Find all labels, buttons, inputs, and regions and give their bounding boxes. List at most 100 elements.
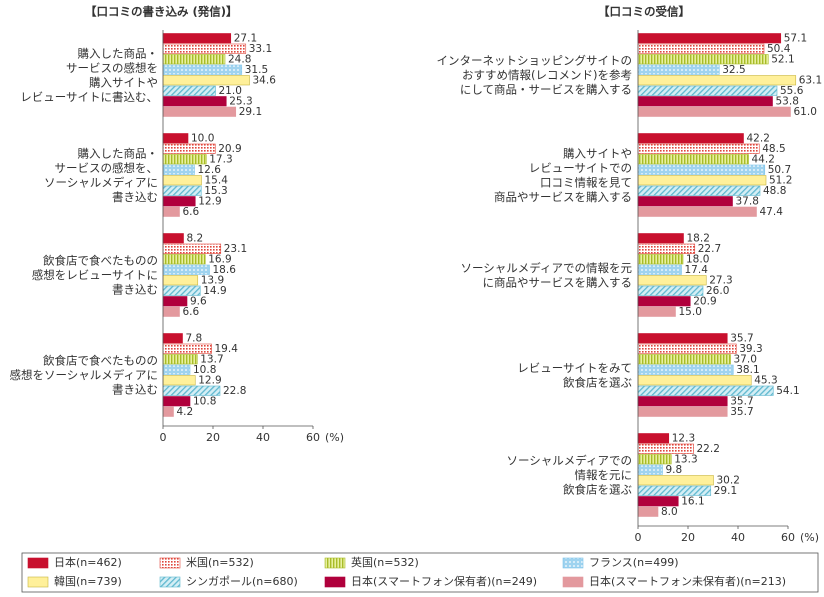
x-tick-label: 60 <box>306 431 320 444</box>
bar <box>637 364 734 375</box>
bar <box>637 196 733 207</box>
category-label: 飲食店で食べたものの感想をレビューサイトに書き込む <box>32 253 158 296</box>
bar <box>162 406 174 417</box>
bar <box>637 206 757 217</box>
category-line: レビューサイトをみて <box>517 360 632 374</box>
bar <box>637 75 797 86</box>
bar <box>162 175 202 186</box>
bar <box>637 164 766 175</box>
legend-label: 米国(n=532) <box>186 556 254 569</box>
category-line: 飲食店で食べたものの <box>43 253 158 267</box>
bar <box>637 343 737 354</box>
legend-swatch <box>159 557 181 569</box>
bar <box>162 333 183 344</box>
bar <box>637 243 696 254</box>
bar <box>637 106 791 117</box>
axis-unit: (%) <box>800 531 819 544</box>
bar <box>637 175 767 186</box>
data-label: 51.2 <box>769 174 792 186</box>
data-label: 33.1 <box>249 43 272 55</box>
category-line: にして商品・サービスを購入する <box>460 82 632 96</box>
legend-swatch <box>562 557 584 569</box>
category-line: ソーシャルメディアでの <box>507 453 632 467</box>
category-line: 商品やサービスを購入する <box>494 189 632 203</box>
bar <box>162 85 216 96</box>
category-line: サービスの感想を、 <box>55 160 159 174</box>
legend-swatch <box>324 557 346 569</box>
data-label: 20.9 <box>693 295 716 307</box>
bar <box>637 433 670 444</box>
data-label: 10.8 <box>193 364 216 376</box>
data-label: 8.2 <box>187 232 204 244</box>
legend-box <box>21 552 819 593</box>
bar <box>162 133 189 144</box>
bar <box>162 75 250 86</box>
bar <box>162 254 206 265</box>
category-line: 書き込む <box>112 382 158 396</box>
x-tick-label: 0 <box>160 431 167 444</box>
bar <box>637 185 761 196</box>
data-label: 17.4 <box>685 264 709 276</box>
chart-title: 【口コミの受信】 <box>598 5 690 19</box>
data-label: 16.9 <box>208 253 231 265</box>
x-tick-label: 60 <box>781 531 795 544</box>
legend-swatch <box>27 576 49 588</box>
bar <box>637 143 760 154</box>
data-label: 45.3 <box>754 374 777 386</box>
bar <box>637 33 782 44</box>
category-line: に商品やサービスを購入する <box>483 275 633 289</box>
data-label: 37.0 <box>734 353 757 365</box>
data-label: 37.8 <box>736 195 759 207</box>
data-label: 9.8 <box>666 464 683 476</box>
data-label: 14.9 <box>203 285 226 297</box>
data-label: 29.1 <box>239 106 262 118</box>
data-label: 4.2 <box>177 406 194 418</box>
data-label: 30.2 <box>717 474 740 486</box>
bar <box>637 475 714 486</box>
legend-swatch <box>159 576 181 588</box>
bar <box>162 354 198 365</box>
category-line: レビューサイトに書込む、 <box>20 89 158 103</box>
category-line: インターネットショッピングサイトの <box>437 53 633 67</box>
bar <box>637 96 773 107</box>
bar <box>162 206 180 217</box>
data-label: 12.3 <box>672 432 695 444</box>
x-tick-label: 20 <box>681 531 695 544</box>
category-line: 購入した商品・ <box>78 146 159 160</box>
bar <box>162 233 184 244</box>
data-label: 6.6 <box>183 206 200 218</box>
data-label: 55.6 <box>780 85 804 97</box>
bar <box>637 264 682 275</box>
bar <box>637 454 672 465</box>
axis-unit: (%) <box>325 431 344 444</box>
data-label: 10.8 <box>193 395 216 407</box>
bar <box>162 64 243 75</box>
data-label: 13.3 <box>674 453 697 465</box>
data-label: 10.0 <box>191 132 214 144</box>
bar <box>637 396 728 407</box>
data-label: 23.1 <box>224 243 247 255</box>
bar <box>637 496 679 507</box>
legend-label: 英国(n=532) <box>351 555 419 569</box>
category-label: 購入サイトやレビューサイトでの口コミ情報を見て商品やサービスを購入する <box>494 146 632 204</box>
data-label: 48.5 <box>762 143 785 155</box>
category-line: 口コミ情報を見て <box>540 175 632 189</box>
chart-title: 【口コミの書き込み (発信)】 <box>85 5 238 19</box>
data-label: 22.8 <box>223 385 246 397</box>
category-line: ソーシャルメディアに <box>44 175 158 189</box>
bar <box>637 233 684 244</box>
data-label: 47.4 <box>760 206 784 218</box>
data-label: 50.4 <box>767 43 791 55</box>
x-tick-label: 20 <box>206 431 220 444</box>
bar <box>637 464 663 475</box>
data-label: 22.7 <box>698 243 721 255</box>
data-label: 9.6 <box>190 295 207 307</box>
bar <box>637 285 704 296</box>
data-label: 12.6 <box>198 164 222 176</box>
data-label: 39.3 <box>739 343 762 355</box>
bar <box>162 375 196 386</box>
data-label: 44.2 <box>752 153 775 165</box>
bar <box>162 54 226 65</box>
data-label: 32.5 <box>722 64 745 76</box>
legend-label: フランス(n=499) <box>589 556 679 569</box>
